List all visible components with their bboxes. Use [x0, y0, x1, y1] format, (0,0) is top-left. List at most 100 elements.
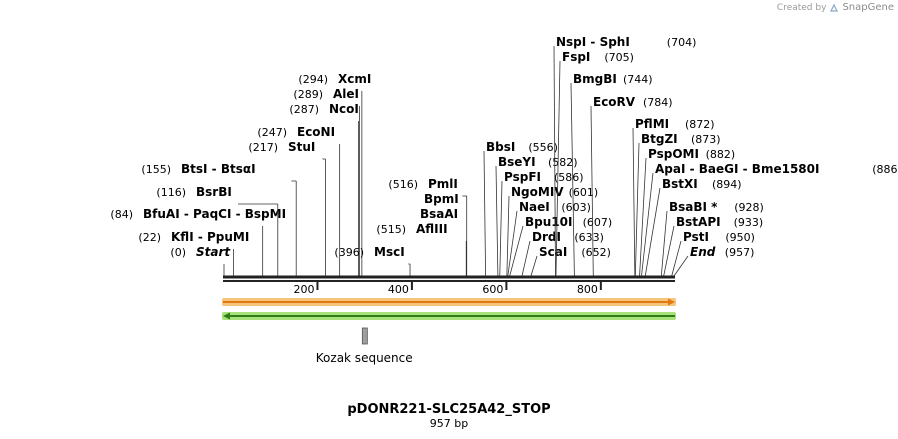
- arrow-left-icon: [223, 312, 230, 320]
- site-position: (886): [872, 163, 898, 176]
- site-leader-line: [507, 210, 518, 277]
- restriction-site-btgzi: BtgZI (873): [634, 132, 721, 277]
- site-name: PmlI: [428, 177, 458, 191]
- site-position: (84): [110, 208, 133, 221]
- restriction-site-fspi: FspI (705): [555, 50, 634, 277]
- restriction-site-pspfi: PspFI (586): [499, 170, 584, 277]
- restriction-site-btsi: (155) BtsI - BtsαI: [141, 162, 297, 276]
- site-position: (607): [583, 216, 613, 229]
- site-leader-line: [506, 195, 510, 277]
- restriction-site-apai: ApaI - BaeGI - Bme1580I (886): [641, 162, 898, 277]
- site-leader-line: [590, 105, 594, 277]
- restriction-site-ngomiv: NgoMIV (601): [506, 185, 599, 277]
- restriction-site-kfli: (22) KflI - PpuMI: [138, 230, 249, 276]
- site-leader-line: [495, 165, 499, 277]
- ruler-tick-label: 800: [577, 283, 598, 296]
- site-position: (652): [581, 246, 611, 259]
- site-leader-line: [509, 225, 524, 277]
- site-name: BbsI: [486, 140, 515, 154]
- site-leader-line: [639, 157, 647, 277]
- site-position: (0): [170, 246, 186, 259]
- ruler-tick-label: 200: [293, 283, 314, 296]
- snapgene-logo-icon: [830, 3, 839, 12]
- site-position: (247): [257, 126, 287, 139]
- restriction-site-bsaai: BsaAI: [420, 207, 458, 221]
- restriction-site-nspi: NspI - SphI (704): [553, 35, 697, 277]
- site-position: (882): [706, 148, 736, 161]
- site-name: PstI: [683, 230, 709, 244]
- restriction-site-bmgbi: BmgBI (744): [570, 72, 653, 277]
- site-name: AleI: [333, 87, 359, 101]
- restriction-site-scai: ScaI (652): [530, 245, 611, 277]
- site-leader-line: [555, 60, 561, 277]
- site-name: EcoRV: [593, 95, 636, 109]
- site-name: ApaI - BaeGI - Bme1580I: [655, 162, 819, 176]
- site-name: MscI: [374, 245, 405, 259]
- site-name: BtsI - BtsαI: [181, 162, 256, 176]
- site-position: (586): [554, 171, 584, 184]
- site-leader-line: [644, 187, 661, 277]
- site-name: NcoI: [329, 102, 359, 116]
- site-leader-line: [570, 82, 575, 277]
- site-name: NspI - SphI: [556, 35, 630, 49]
- site-position: (872): [685, 118, 715, 131]
- site-leader-line: [663, 225, 675, 277]
- credit-prefix: Created by: [776, 2, 827, 13]
- site-leader-line: [641, 172, 654, 277]
- restriction-site-drdi: DrdI (633): [521, 230, 604, 277]
- restriction-site-bsrbi: (116) BsrBI: [156, 185, 279, 276]
- site-position: (289): [293, 88, 323, 101]
- site-name: BsaAI: [420, 207, 458, 221]
- site-leader-line: [671, 240, 682, 277]
- site-position: (744): [623, 73, 653, 86]
- feature-label-kozak: Kozak sequence: [316, 351, 413, 365]
- site-position: (928): [734, 201, 764, 214]
- site-position: (957): [725, 246, 755, 259]
- site-leader-line: [634, 142, 640, 277]
- site-name: StuI: [288, 140, 315, 154]
- site-leader-line: [553, 45, 556, 277]
- restriction-site-bbsi: BbsI (556): [483, 140, 558, 277]
- site-position: (704): [667, 36, 697, 49]
- restriction-site-bfuai: (84) BfuAI - PaqCI - BspMI: [110, 207, 286, 276]
- site-leader-line: [632, 127, 636, 277]
- site-name: XcmI: [338, 72, 371, 86]
- site-name: PspOMI: [648, 147, 699, 161]
- construct-length: 957 bp: [430, 417, 468, 430]
- site-position: (515): [376, 223, 406, 236]
- restriction-site-bstapi: BstAPI (933): [663, 215, 763, 277]
- construct-title: pDONR221-SLC25A42_STOP: [347, 402, 550, 417]
- site-position: (155): [141, 163, 171, 176]
- ruler-tick-label: 600: [482, 283, 503, 296]
- site-name: Bpu10I: [525, 215, 572, 229]
- site-leader-line: [499, 180, 503, 277]
- site-name: BpmI: [424, 192, 459, 206]
- site-name: NgoMIV: [511, 185, 564, 199]
- site-name: PspFI: [504, 170, 541, 184]
- restriction-site-afliii: (515) AflIII: [376, 222, 467, 276]
- site-name: BfuAI - PaqCI - BspMI: [143, 207, 286, 221]
- restriction-site-naei: NaeI (603): [507, 200, 591, 277]
- site-leader-line: [530, 255, 538, 277]
- site-position: (950): [725, 231, 755, 244]
- restriction-site-econi: (247) EcoNI: [257, 125, 341, 276]
- site-name: KflI - PpuMI: [171, 230, 249, 244]
- restriction-site-bstxi: BstXI (894): [644, 177, 742, 277]
- restriction-site-bseyi: BseYI (582): [495, 155, 578, 277]
- site-position: (601): [569, 186, 599, 199]
- site-leader-line: [660, 210, 668, 277]
- site-name: End: [690, 245, 716, 259]
- restriction-site-start: (0) Start: [170, 245, 231, 276]
- site-position: (217): [248, 141, 278, 154]
- site-position: (294): [298, 73, 328, 86]
- site-name: BsaBI *: [669, 200, 718, 214]
- restriction-site-end: End (957): [673, 245, 755, 277]
- restriction-site-pmli: (516) PmlI: [388, 177, 468, 276]
- restriction-site-bpmi: BpmI: [424, 192, 459, 206]
- restriction-site-psti: PstI (950): [671, 230, 755, 277]
- site-position: (784): [643, 96, 673, 109]
- site-position: (873): [691, 133, 721, 146]
- restriction-site-alei: (289) AleI: [293, 87, 360, 276]
- restriction-site-stui: (217) StuI: [248, 140, 326, 276]
- site-position: (556): [528, 141, 558, 154]
